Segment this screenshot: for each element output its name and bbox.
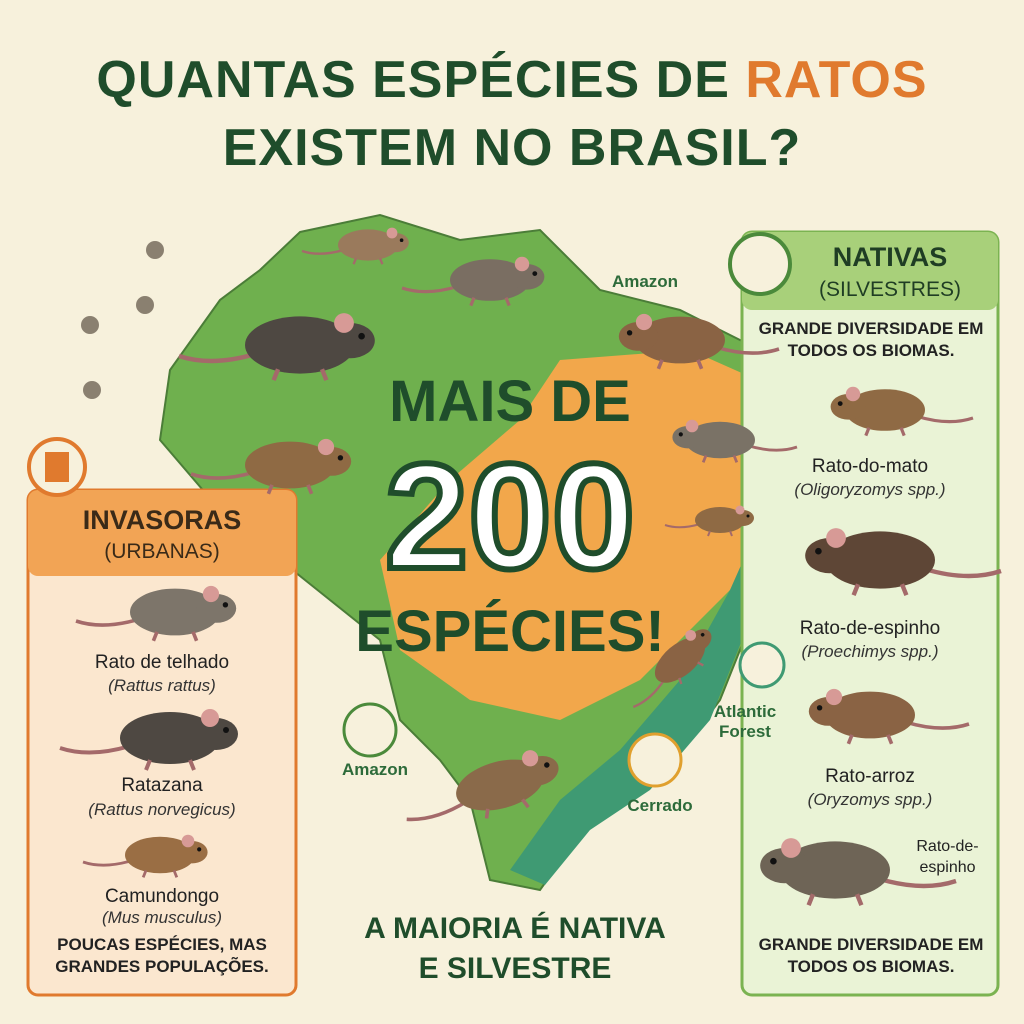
center-top: MAIS DE <box>389 369 631 434</box>
biome-icon <box>342 702 398 758</box>
building-icon <box>45 452 69 482</box>
panel-note: POUCAS ESPÉCIES, MAS GRANDES POPULAÇÕES. <box>55 935 269 976</box>
species-name: Rato-de-espinho <box>799 618 941 639</box>
map-label: Amazon <box>341 760 409 779</box>
paw-prints <box>81 241 164 399</box>
panel-intro: GRANDE DIVERSIDADE EM TODOS OS BIOMAS. <box>758 319 984 360</box>
species-name: Camundongo <box>104 886 220 907</box>
species-scientific: (Mus musculus) <box>102 908 222 927</box>
species-name: Ratazana <box>121 775 203 796</box>
footer-text: E SILVESTRE <box>418 952 612 985</box>
center-number: 200 <box>382 429 638 603</box>
species-name: Rato-arroz <box>825 766 915 787</box>
panel-title: NATIVAS <box>832 242 948 272</box>
invasive-header <box>28 490 296 576</box>
center-bottom: ESPÉCIES! <box>355 599 665 664</box>
panel-title: INVASORAS <box>82 505 242 535</box>
native-icon <box>728 232 792 296</box>
biome-icon <box>738 641 786 689</box>
map-label: Cerrado <box>627 796 693 815</box>
map-label: Amazon <box>611 272 679 291</box>
species-name: Rato-do-mato <box>811 456 929 477</box>
species-name: Rato de telhado <box>94 652 230 673</box>
map-label: Atlantic Forest <box>713 702 777 741</box>
title-text: EXISTEM NO BRASIL? <box>222 119 802 177</box>
panel-subtitle: (SILVESTRES) <box>819 278 961 301</box>
native-header <box>742 232 998 310</box>
title-highlight: RATOS <box>745 51 928 109</box>
species-scientific: (Rattus norvegicus) <box>88 800 236 819</box>
panel-subtitle: (URBANAS) <box>104 540 220 563</box>
species-scientific: (Oryzomys spp.) <box>807 790 933 809</box>
species-scientific: (Oligoryzomys spp.) <box>794 480 946 499</box>
species-label: Rato-de-espinho <box>916 838 979 876</box>
panel-note: GRANDE DIVERSIDADE EM TODOS OS BIOMAS. <box>758 935 984 976</box>
species-scientific: (Rattus rattus) <box>108 676 216 695</box>
species-scientific: (Proechimys spp.) <box>801 642 939 661</box>
title-line: QUANTAS ESPÉCIES DE RATOS <box>0 50 1024 110</box>
title-text: QUANTAS ESPÉCIES DE <box>96 51 730 109</box>
biome-icon <box>627 732 683 788</box>
footer-text: A MAIORIA É NATIVA <box>364 912 666 945</box>
